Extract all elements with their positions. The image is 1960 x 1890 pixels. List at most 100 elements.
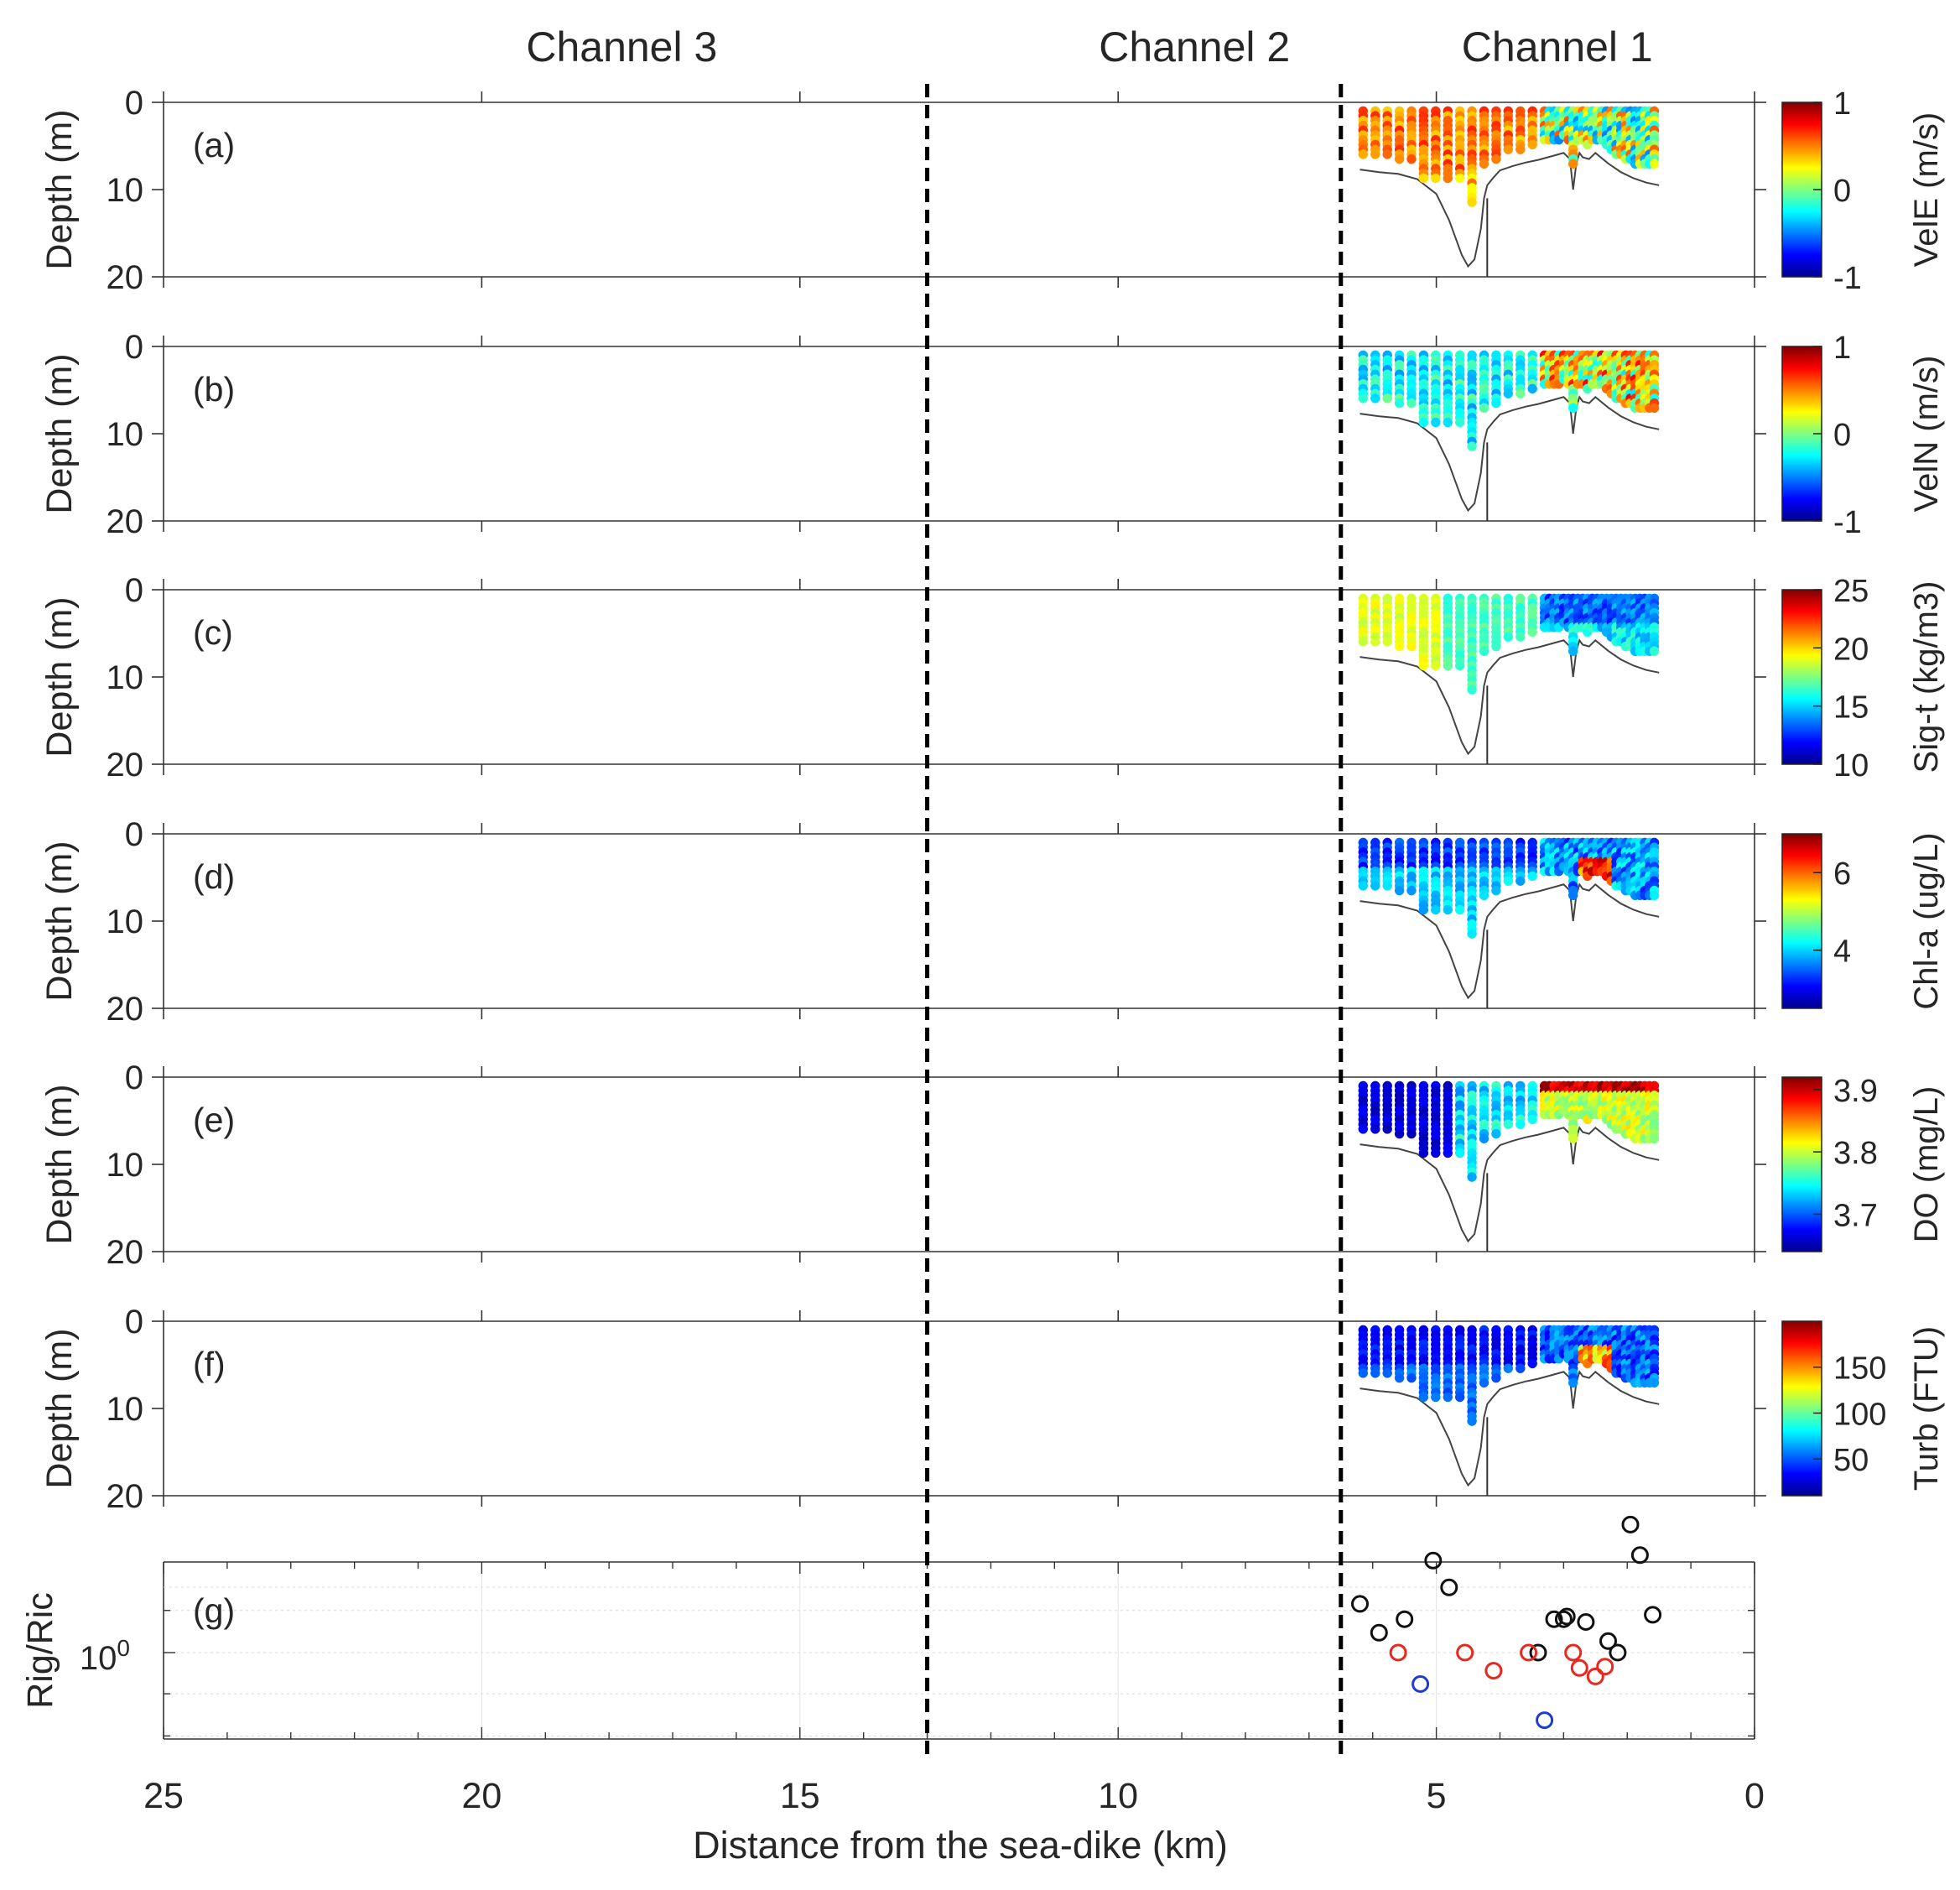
profile-point bbox=[1567, 1133, 1578, 1144]
panel-label: (e) bbox=[193, 1101, 235, 1139]
profile-point bbox=[1370, 637, 1380, 647]
profile-point bbox=[1406, 1372, 1417, 1383]
bathymetry-line bbox=[1360, 151, 1660, 268]
panel-label: (f) bbox=[193, 1345, 226, 1383]
colorbar-tick-label: 20 bbox=[1833, 632, 1869, 667]
colorbar-tick-label: -1 bbox=[1833, 505, 1862, 540]
profile-point bbox=[1370, 1124, 1380, 1134]
profile-point bbox=[1370, 393, 1380, 404]
colorbar-label: Chl-a (ug/L) bbox=[1908, 832, 1945, 1009]
profile-point bbox=[1567, 1377, 1578, 1388]
profile-point bbox=[1382, 1368, 1392, 1378]
profile-point bbox=[1358, 1368, 1369, 1378]
rig-ric-point-blue bbox=[1536, 1711, 1554, 1730]
profile-point bbox=[1394, 641, 1405, 652]
bathymetry-line bbox=[1360, 1126, 1660, 1243]
rig-ric-point-blue bbox=[1412, 1675, 1430, 1693]
profile-point bbox=[1382, 393, 1392, 404]
profile-point bbox=[1479, 159, 1489, 169]
colorbar-tick-label: 25 bbox=[1833, 574, 1869, 609]
colorbar-tick-label: 0 bbox=[1833, 174, 1851, 209]
y-tick-label: 0 bbox=[125, 1060, 143, 1096]
profile-point bbox=[1649, 890, 1660, 901]
rig-ric-point-black bbox=[1644, 1606, 1662, 1624]
profile-point bbox=[1431, 1148, 1441, 1158]
profile-point bbox=[1567, 646, 1578, 657]
y-tick-label: 10 bbox=[107, 1147, 144, 1184]
y-axis-label: Depth (m) bbox=[39, 1328, 80, 1488]
profile-point bbox=[1406, 885, 1417, 896]
colorbar-label: VelE (m/s) bbox=[1908, 112, 1945, 267]
y-axis-label: Depth (m) bbox=[39, 596, 80, 757]
profile-point bbox=[1418, 1392, 1429, 1403]
rig-ric-point-black bbox=[1370, 1623, 1388, 1642]
profile-point bbox=[1382, 149, 1392, 159]
profile-point bbox=[1454, 660, 1465, 671]
rig-ric-point-black bbox=[1630, 1546, 1649, 1565]
profile-point bbox=[1418, 173, 1429, 184]
profile-point bbox=[1567, 890, 1578, 901]
x-tick-label: 5 bbox=[1427, 1776, 1447, 1816]
profile-point bbox=[1358, 881, 1369, 891]
rig-ric-point-black bbox=[1577, 1613, 1595, 1631]
colorbar-tick-label: 3.9 bbox=[1833, 1074, 1878, 1109]
profile-point bbox=[1515, 876, 1526, 886]
profile-point bbox=[1479, 890, 1489, 901]
y-axis-label: Depth (m) bbox=[39, 109, 80, 269]
bathymetry-line bbox=[1360, 883, 1660, 1000]
rig-ric-point-red bbox=[1456, 1643, 1474, 1662]
colorbar-label: DO (mg/L) bbox=[1908, 1086, 1945, 1243]
profile-point bbox=[1358, 1124, 1369, 1134]
profile-point bbox=[1527, 627, 1537, 638]
profile-point bbox=[1406, 1128, 1417, 1139]
rig-ric-point-red bbox=[1596, 1658, 1614, 1676]
profile-point bbox=[1467, 197, 1477, 207]
y-tick-label: 0 bbox=[125, 1304, 143, 1341]
rig-ric-point-black bbox=[1621, 1515, 1640, 1533]
x-tick-label: 0 bbox=[1744, 1776, 1765, 1816]
profile-point bbox=[1370, 149, 1380, 159]
y-tick-label: 20 bbox=[107, 991, 144, 1028]
panel-label: (a) bbox=[193, 126, 235, 164]
profile-point bbox=[1467, 685, 1477, 695]
profile-point bbox=[1479, 1377, 1489, 1388]
profile-point bbox=[1382, 881, 1392, 891]
colorbar-tick-label: 1 bbox=[1833, 86, 1851, 122]
y-tick-label: 10 bbox=[107, 416, 144, 453]
channel-title: Channel 1 bbox=[1462, 23, 1653, 70]
channel-title: Channel 3 bbox=[526, 23, 717, 70]
x-axis-label: Distance from the sea-dike (km) bbox=[693, 1824, 1228, 1867]
y-tick-label: 20 bbox=[107, 1234, 144, 1271]
profile-point bbox=[1649, 646, 1660, 657]
profile-point bbox=[1358, 393, 1369, 404]
profile-point bbox=[1382, 1124, 1392, 1134]
x-tick-label: 20 bbox=[461, 1776, 502, 1816]
y-axis-label: Depth (m) bbox=[39, 353, 80, 513]
profile-point bbox=[1649, 1133, 1660, 1144]
panel-label: (c) bbox=[193, 613, 233, 652]
profile-point bbox=[1527, 1358, 1537, 1369]
colorbar-tick-label: 4 bbox=[1833, 935, 1851, 970]
rig-ric-point-red bbox=[1484, 1662, 1503, 1680]
y-tick-label: 0 bbox=[125, 85, 143, 122]
colorbar-tick-label: 150 bbox=[1833, 1351, 1886, 1387]
profile-point bbox=[1443, 1148, 1453, 1158]
profile-point bbox=[1503, 1363, 1514, 1373]
y-tick-label: 0 bbox=[125, 572, 143, 609]
profile-point bbox=[1454, 1148, 1465, 1158]
colorbar bbox=[1781, 589, 1822, 765]
colorbar-tick-label: 3.8 bbox=[1833, 1136, 1878, 1171]
profile-point bbox=[1443, 417, 1453, 428]
profile-point bbox=[1467, 1416, 1477, 1426]
profile-point bbox=[1382, 637, 1392, 647]
colorbar-label: Sig-t (kg/m3) bbox=[1908, 581, 1945, 773]
rig-ric-point-black bbox=[1609, 1643, 1627, 1662]
profile-point bbox=[1527, 383, 1537, 394]
profile-point bbox=[1527, 871, 1537, 882]
profile-point bbox=[1479, 646, 1489, 657]
panel-frames bbox=[152, 91, 1822, 1740]
y-axis-label: Rig/Ric bbox=[20, 1592, 60, 1709]
y-tick-label: 10 bbox=[107, 903, 144, 940]
